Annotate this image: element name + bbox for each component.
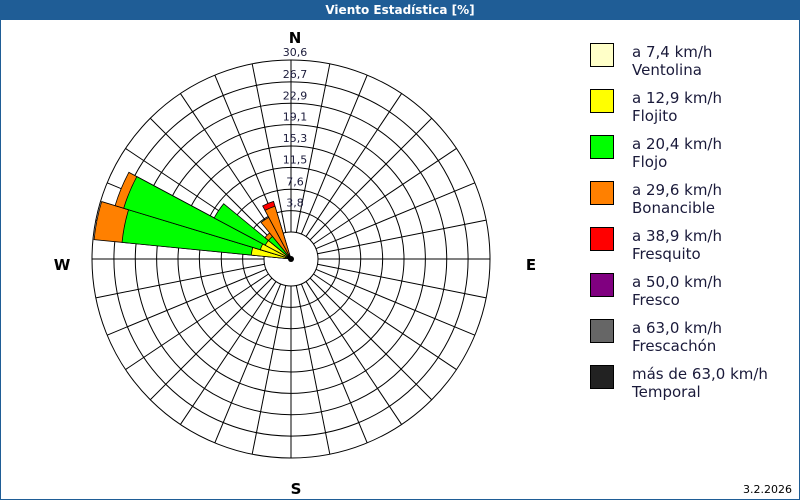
- grid-spoke: [313, 148, 457, 245]
- grid-spoke: [313, 273, 457, 370]
- legend-name: Fresco: [632, 291, 680, 309]
- legend-swatch: [590, 319, 614, 343]
- grid-spoke: [300, 283, 368, 444]
- legend-range: más de 63,0 km/h: [632, 365, 768, 383]
- grid-spoke: [125, 273, 269, 370]
- legend-swatch: [590, 365, 614, 389]
- grid-spoke: [317, 219, 487, 255]
- grid-spoke: [251, 63, 287, 233]
- legend-label: a 38,9 km/h Fresquito: [632, 227, 722, 263]
- legend-swatch: [590, 89, 614, 113]
- grid-spoke: [295, 285, 331, 455]
- ring-label: 7,6: [286, 175, 304, 188]
- ring-label: 26,7: [283, 68, 308, 81]
- wind-bar-337.5-bonancible: [264, 205, 292, 260]
- legend-name: Ventolina: [632, 61, 702, 79]
- grid-spoke: [295, 63, 331, 233]
- legend-name: Bonancible: [632, 199, 716, 217]
- compass-e: E: [526, 256, 536, 274]
- wind-bar-292.5-flojo: [123, 176, 292, 260]
- date-label: 3.2.2026: [743, 483, 792, 496]
- grid-spoke: [251, 285, 287, 455]
- legend-swatch: [590, 181, 614, 205]
- grid-spoke: [149, 277, 273, 401]
- legend-label: a 12,9 km/h Flojito: [632, 89, 722, 125]
- compass-n: N: [289, 29, 302, 47]
- legend-swatch: [590, 273, 614, 297]
- legend-range: a 50,0 km/h: [632, 273, 722, 291]
- legend-name: Flojito: [632, 107, 678, 125]
- legend-range: a 29,6 km/h: [632, 181, 722, 199]
- legend-label: a 7,4 km/h Ventolina: [632, 43, 712, 79]
- grid-spoke: [315, 268, 476, 336]
- legend-label: a 50,0 km/h Fresco: [632, 273, 722, 309]
- legend-label: a 29,6 km/h Bonancible: [632, 181, 722, 217]
- grid-spoke: [95, 263, 265, 299]
- ring-label: 19,1: [283, 111, 308, 124]
- grid-spoke: [309, 117, 433, 241]
- legend-range: a 20,4 km/h: [632, 135, 722, 153]
- grid-spoke: [315, 182, 476, 250]
- ring-label: 11,5: [283, 153, 308, 166]
- legend-range: a 63,0 km/h: [632, 319, 722, 337]
- legend-range: a 7,4 km/h: [632, 43, 713, 61]
- legend-swatch: [590, 227, 614, 251]
- ring-label: 15,3: [283, 132, 308, 145]
- grid-spoke: [214, 283, 282, 444]
- legend-label: más de 63,0 km/h Temporal: [632, 365, 768, 401]
- grid-spoke: [305, 93, 402, 237]
- grid-spoke: [149, 117, 273, 241]
- grid-spoke: [309, 277, 433, 401]
- legend-swatch: [590, 135, 614, 159]
- ring-label: 3,8: [286, 197, 304, 210]
- legend-range: a 12,9 km/h: [632, 89, 722, 107]
- grid-spoke: [300, 74, 368, 235]
- grid-spoke: [180, 281, 277, 425]
- title-bar: Viento Estadística [%]: [0, 0, 800, 20]
- grid-spoke: [180, 93, 277, 237]
- compass-w: W: [54, 256, 71, 274]
- legend-name: Flojo: [632, 153, 668, 171]
- ring-label: 30,6: [283, 46, 308, 59]
- grid-spoke: [317, 263, 487, 299]
- legend-label: a 20,4 km/h Flojo: [632, 135, 722, 171]
- legend-label: a 63,0 km/h Frescachón: [632, 319, 722, 355]
- legend-name: Temporal: [632, 383, 701, 401]
- legend-swatch: [590, 43, 614, 67]
- ring-label: 22,9: [283, 89, 308, 102]
- legend-range: a 38,9 km/h: [632, 227, 722, 245]
- grid-spoke: [106, 268, 267, 336]
- grid-spoke: [305, 281, 402, 425]
- compass-s: S: [291, 480, 302, 498]
- center-dot: [288, 256, 294, 262]
- legend-name: Frescachón: [632, 337, 717, 355]
- legend-name: Fresquito: [632, 245, 701, 263]
